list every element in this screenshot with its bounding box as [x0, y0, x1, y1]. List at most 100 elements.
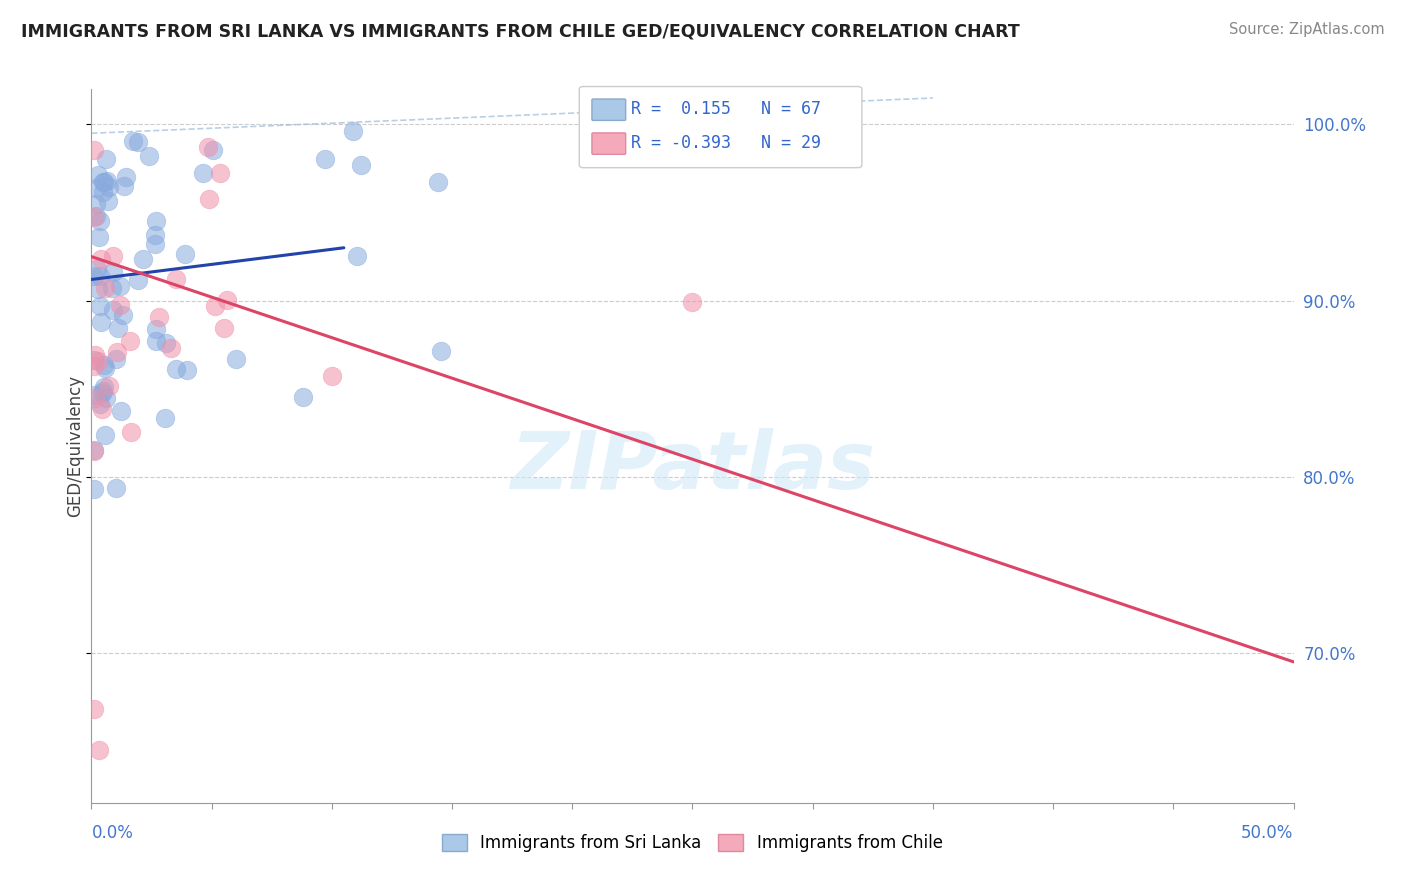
Point: [148, 310, 170, 324]
Point: [138, 149, 160, 163]
Point: [83, 348, 105, 362]
Point: [153, 411, 176, 425]
Point: [104, 351, 127, 366]
Point: [89, 213, 111, 227]
Point: [127, 273, 149, 287]
Point: [430, 343, 453, 358]
Point: [89, 299, 111, 313]
Point: [314, 152, 336, 166]
Point: [83, 143, 105, 157]
Point: [350, 158, 373, 172]
Point: [96, 174, 118, 188]
Point: [215, 293, 238, 307]
Point: [89, 743, 111, 757]
Point: [98, 379, 121, 393]
Point: [111, 308, 134, 322]
Point: [159, 341, 181, 355]
Legend: Immigrants from Sri Lanka, Immigrants from Chile: Immigrants from Sri Lanka, Immigrants fr…: [436, 827, 949, 859]
Point: [83, 388, 105, 402]
Point: [173, 246, 195, 260]
Point: [83, 702, 105, 716]
Point: [108, 298, 131, 312]
Text: IMMIGRANTS FROM SRI LANKA VS IMMIGRANTS FROM CHILE GED/EQUIVALENCY CORRELATION C: IMMIGRANTS FROM SRI LANKA VS IMMIGRANTS …: [21, 22, 1019, 40]
Point: [321, 369, 343, 384]
Point: [201, 143, 224, 157]
Point: [97, 194, 120, 208]
Point: [94, 153, 117, 167]
Point: [89, 397, 111, 411]
Point: [91, 185, 114, 199]
Point: [96, 391, 118, 405]
Point: [90, 252, 112, 267]
Point: [87, 354, 110, 368]
Point: [83, 269, 105, 284]
Text: 50.0%: 50.0%: [1241, 824, 1294, 842]
Point: [112, 178, 135, 193]
Point: [176, 363, 198, 377]
Point: [292, 390, 315, 404]
Point: [208, 166, 231, 180]
Point: [197, 140, 219, 154]
Point: [127, 135, 149, 149]
Text: ZIPatlas: ZIPatlas: [510, 428, 875, 507]
Point: [101, 281, 124, 295]
Point: [86, 209, 108, 223]
Point: [191, 166, 214, 180]
Point: [91, 401, 114, 416]
Point: [110, 403, 132, 417]
Point: [427, 175, 450, 189]
Point: [115, 170, 138, 185]
Point: [84, 181, 107, 195]
Point: [346, 249, 368, 263]
Point: [93, 360, 115, 375]
Point: [342, 124, 364, 138]
Point: [165, 272, 187, 286]
Point: [94, 281, 117, 295]
Point: [90, 315, 112, 329]
Point: [91, 384, 114, 398]
Point: [204, 300, 226, 314]
Text: R =  0.155   N = 67: R = 0.155 N = 67: [631, 100, 821, 118]
Point: [121, 134, 143, 148]
Text: Source: ZipAtlas.com: Source: ZipAtlas.com: [1229, 22, 1385, 37]
Point: [145, 322, 167, 336]
Point: [98, 180, 121, 194]
Point: [89, 268, 111, 283]
Point: [120, 425, 142, 440]
Point: [212, 321, 235, 335]
Point: [143, 237, 166, 252]
Point: [83, 210, 105, 224]
Point: [83, 442, 105, 457]
Text: R = -0.393   N = 29: R = -0.393 N = 29: [631, 134, 821, 152]
Point: [155, 336, 177, 351]
Point: [145, 213, 167, 227]
Point: [83, 352, 105, 367]
Point: [118, 334, 141, 348]
Text: 0.0%: 0.0%: [91, 824, 134, 842]
Point: [225, 351, 247, 366]
Point: [198, 192, 221, 206]
Point: [107, 321, 129, 335]
Point: [84, 197, 107, 211]
Point: [91, 175, 114, 189]
Y-axis label: GED/Equivalency: GED/Equivalency: [66, 375, 84, 517]
Point: [165, 362, 187, 376]
Point: [91, 385, 114, 400]
Point: [132, 252, 155, 266]
Point: [101, 265, 124, 279]
Point: [93, 380, 115, 394]
Point: [103, 302, 125, 317]
Point: [83, 444, 105, 458]
Point: [87, 230, 110, 244]
Point: [94, 427, 117, 442]
Point: [86, 262, 108, 277]
Point: [145, 334, 167, 349]
Point: [83, 359, 105, 373]
Point: [93, 358, 115, 372]
Point: [681, 295, 703, 310]
Point: [105, 481, 128, 495]
Point: [83, 482, 105, 496]
Point: [105, 345, 128, 359]
Point: [93, 175, 115, 189]
Point: [86, 168, 108, 182]
